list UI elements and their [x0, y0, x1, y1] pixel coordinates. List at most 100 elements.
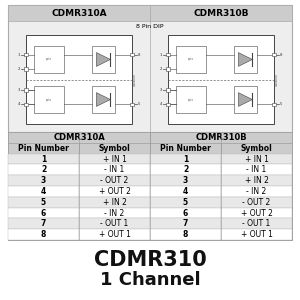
Text: 1: 1	[17, 52, 20, 57]
Text: 2: 2	[183, 165, 188, 174]
Text: 8: 8	[183, 230, 188, 239]
Text: 1 Channel: 1 Channel	[100, 271, 200, 289]
Text: + OUT 2: + OUT 2	[99, 187, 130, 196]
Text: 4: 4	[17, 102, 20, 106]
Text: Symbol: Symbol	[241, 144, 272, 153]
Bar	[79, 208, 150, 218]
Bar	[8, 5, 150, 21]
Bar	[166, 88, 170, 92]
Text: + IN 2: + IN 2	[103, 198, 126, 207]
Text: 5: 5	[183, 198, 188, 207]
Bar	[8, 132, 292, 240]
Text: 6: 6	[183, 208, 188, 217]
Text: 2: 2	[17, 67, 20, 71]
Text: opto: opto	[46, 98, 52, 101]
Bar	[8, 154, 79, 164]
Text: 8 Pin DIP: 8 Pin DIP	[136, 23, 164, 28]
Bar	[8, 164, 79, 175]
Text: 2: 2	[160, 67, 162, 71]
Bar	[8, 218, 79, 229]
Text: + IN 1: + IN 1	[103, 154, 126, 164]
Bar	[8, 186, 79, 197]
Text: opto: opto	[188, 98, 194, 101]
Text: Pin Number: Pin Number	[160, 144, 211, 153]
Bar	[150, 5, 292, 21]
Text: 1: 1	[41, 154, 46, 164]
Bar	[79, 164, 150, 175]
Text: 8: 8	[41, 230, 46, 239]
Bar	[221, 154, 292, 164]
Text: + OUT 1: + OUT 1	[99, 230, 130, 239]
Bar	[34, 46, 64, 73]
Bar	[24, 53, 28, 56]
Bar	[176, 46, 206, 73]
Bar	[221, 218, 292, 229]
Bar	[24, 88, 28, 92]
Bar	[34, 86, 64, 113]
Bar	[221, 164, 292, 175]
Text: 4: 4	[183, 187, 188, 196]
Polygon shape	[238, 93, 252, 106]
Bar	[8, 132, 150, 143]
Text: opto: opto	[46, 58, 52, 62]
Text: Pin Number: Pin Number	[18, 144, 69, 153]
Text: 5: 5	[41, 198, 46, 207]
Text: 7: 7	[41, 219, 46, 228]
Polygon shape	[238, 52, 252, 66]
Text: 7: 7	[183, 219, 188, 228]
Text: CDMR310A: CDMR310A	[53, 133, 105, 142]
Text: 2: 2	[41, 165, 46, 174]
Bar	[168, 35, 274, 124]
Text: + IN 2: + IN 2	[244, 176, 268, 185]
Bar	[221, 175, 292, 186]
Bar	[176, 86, 206, 113]
Text: 3: 3	[160, 88, 162, 92]
Text: 5: 5	[138, 102, 140, 106]
Bar	[8, 5, 292, 132]
Bar	[221, 229, 292, 240]
Text: 3: 3	[183, 176, 188, 185]
Bar	[221, 208, 292, 218]
Text: - OUT 1: - OUT 1	[100, 219, 129, 228]
Text: 3: 3	[41, 176, 46, 185]
Polygon shape	[96, 93, 110, 106]
Text: CDMR310A: CDMR310A	[51, 8, 107, 17]
Bar	[130, 103, 134, 106]
Text: CDMR310B: CDMR310B	[195, 133, 247, 142]
Bar	[79, 218, 150, 229]
Bar	[150, 154, 221, 164]
Text: - OUT 1: - OUT 1	[242, 219, 271, 228]
Bar	[8, 175, 79, 186]
Text: 4: 4	[41, 187, 46, 196]
Bar	[8, 197, 79, 208]
Text: CDMR310B: CDMR310B	[193, 8, 249, 17]
Bar	[79, 175, 150, 186]
Text: + OUT 1: + OUT 1	[241, 230, 272, 239]
Text: + OUT 2: + OUT 2	[241, 208, 272, 217]
Text: - IN 2: - IN 2	[104, 208, 124, 217]
Bar	[150, 197, 221, 208]
Text: 5: 5	[280, 102, 282, 106]
Bar	[150, 143, 221, 154]
Bar	[150, 208, 221, 218]
Bar	[221, 186, 292, 197]
Bar	[8, 208, 79, 218]
Text: 6: 6	[41, 208, 46, 217]
Bar	[150, 186, 221, 197]
Text: - OUT 2: - OUT 2	[100, 176, 129, 185]
Bar	[150, 218, 221, 229]
Bar	[234, 86, 257, 113]
Text: 3: 3	[17, 88, 20, 92]
Bar	[92, 86, 115, 113]
Text: 8: 8	[138, 52, 140, 57]
Text: - OUT 2: - OUT 2	[242, 198, 271, 207]
Bar	[150, 229, 221, 240]
Bar	[26, 35, 132, 124]
Text: Isolation: Isolation	[275, 73, 279, 86]
Bar	[166, 67, 170, 70]
Bar	[221, 143, 292, 154]
Polygon shape	[96, 52, 110, 66]
Bar	[166, 53, 170, 56]
Text: Symbol: Symbol	[99, 144, 130, 153]
Bar	[150, 164, 221, 175]
